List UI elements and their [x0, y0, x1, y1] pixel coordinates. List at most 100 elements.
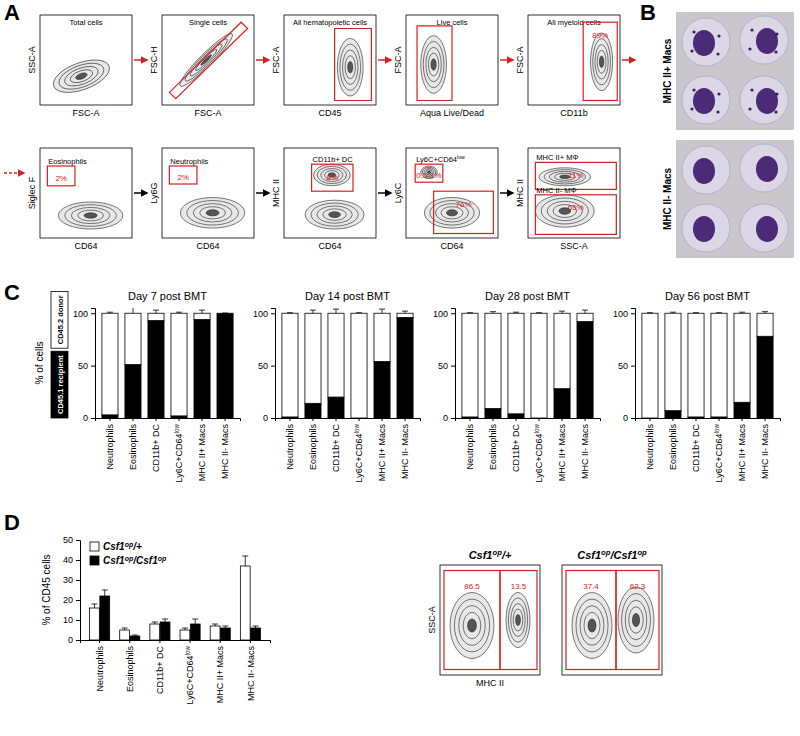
density-contour — [78, 210, 104, 221]
flow-density — [176, 30, 237, 91]
tick-label: Neutrophils — [465, 424, 475, 470]
tick-mark — [451, 366, 455, 367]
tick-mark — [91, 366, 95, 367]
tick: 0 — [83, 413, 95, 423]
tick-label: CD11b+ DC — [691, 424, 701, 473]
plot-title: All hematopoietic cells — [293, 18, 367, 27]
cell-body — [740, 204, 788, 252]
axis-title: FSC-A — [515, 47, 525, 74]
tick-mark — [672, 418, 673, 421]
axis-title: % of CD45 cells — [41, 554, 52, 625]
flow-plot: Csf1op/Csf1op37.462.3 — [562, 548, 662, 676]
axis-line — [91, 309, 96, 419]
bar — [171, 313, 187, 416]
tick-label: 0 — [263, 413, 268, 423]
chart-title: Day 7 post BMT — [128, 290, 207, 302]
error-bar — [287, 312, 293, 314]
tick: Eosinophils — [308, 418, 318, 470]
text-run: op — [158, 555, 167, 563]
tick: CD11b+ DC — [511, 418, 521, 472]
density-contour — [426, 47, 441, 82]
tick-label: CD11b+ DC — [155, 646, 165, 695]
cell-granule — [692, 30, 695, 33]
cell-granule — [750, 28, 753, 31]
tick-mark — [159, 640, 160, 643]
flow-density — [337, 38, 363, 96]
text-run: MHC II+ MΦ — [536, 153, 578, 162]
tick-label: CD11b+ DC — [331, 424, 341, 473]
text-run: Neutrophils — [645, 424, 655, 470]
tick: Neutrophils — [285, 418, 295, 470]
density-contour — [317, 166, 346, 183]
gate — [616, 571, 659, 670]
tick-mark — [515, 418, 516, 421]
gate-value: 2% — [55, 174, 67, 183]
bar — [190, 624, 200, 640]
tick-mark — [91, 313, 95, 314]
plot-frame — [406, 148, 498, 238]
axis-title: SSC-A — [427, 606, 437, 634]
error-bar — [333, 309, 339, 313]
text-run: Neutrophils — [285, 424, 295, 470]
density-contour — [463, 612, 481, 638]
text-run: Eosinophils — [668, 424, 678, 471]
bar — [160, 622, 170, 640]
error-bar — [130, 308, 136, 313]
axis-line — [76, 541, 81, 641]
text-run: CD11b+ DC — [151, 424, 161, 473]
text-run: low — [353, 424, 360, 434]
tick-label: 0 — [443, 413, 448, 423]
tick-mark — [359, 418, 360, 421]
bar — [665, 313, 681, 410]
tick-mark — [562, 418, 563, 421]
axis-title: FSC-A — [393, 47, 403, 74]
text-run: op — [637, 548, 647, 557]
tick-mark — [76, 640, 80, 641]
error-bar — [582, 310, 588, 313]
tick: Neutrophils — [645, 418, 655, 470]
flow-plot: Single cellsFSC-AFSC-H — [149, 15, 254, 118]
tick-mark — [492, 418, 493, 421]
density-contour — [454, 599, 489, 652]
error-bar — [253, 626, 259, 628]
bar — [757, 336, 773, 418]
tick-mark — [76, 580, 80, 581]
plot-frame — [528, 15, 620, 105]
axis-title: CD64 — [74, 241, 97, 251]
tick: Ly6C+CD64low — [353, 418, 365, 482]
tick-mark — [405, 418, 406, 421]
tick-label: CD11b+ DC — [511, 424, 521, 473]
error-bar — [670, 312, 676, 313]
tick-mark — [109, 418, 110, 421]
text-run: low — [184, 646, 191, 656]
axis-title: CD64 — [440, 241, 463, 251]
text-run: Ly6C+CD64 — [416, 155, 457, 164]
bar — [397, 317, 413, 418]
tick-mark — [631, 418, 635, 419]
micrograph — [676, 12, 794, 130]
text-run: MHC II- MΦ — [536, 186, 576, 195]
gate-value: 37.4 — [583, 582, 599, 591]
density-contour — [188, 42, 225, 79]
image-background — [676, 140, 794, 258]
tick-mark — [335, 418, 336, 421]
density-contour — [508, 598, 527, 642]
tick-mark — [76, 600, 80, 601]
gate — [169, 166, 197, 184]
axis-title: FSC-A — [271, 47, 281, 74]
text-run: op — [492, 548, 502, 557]
bar — [120, 630, 130, 640]
density-contour — [428, 53, 438, 76]
density-contour — [329, 212, 341, 218]
chart-title: Day 14 post BMT — [305, 290, 390, 302]
tick-mark — [585, 418, 586, 421]
axis-title: SSC-A — [27, 46, 37, 74]
gate — [500, 571, 537, 670]
error-bar — [162, 619, 168, 622]
gate-label: Ly6C+CD64low — [416, 154, 465, 164]
text-run: /Csf1 — [609, 549, 637, 561]
density-contour — [430, 201, 474, 225]
text-run: Ly6C+CD64 — [534, 433, 544, 482]
micrograph — [676, 140, 794, 258]
tick-label: 100 — [73, 309, 88, 319]
